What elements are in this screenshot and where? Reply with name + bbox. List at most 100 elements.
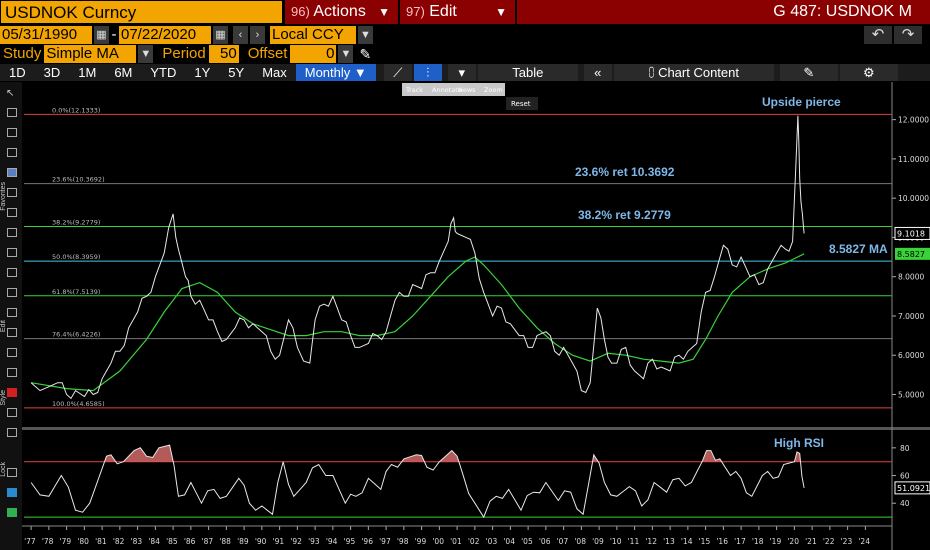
magnify-icon[interactable] (7, 308, 17, 317)
y-tick-label-6: 11.0000 (898, 155, 929, 164)
cursor-icon[interactable]: ↖ (6, 88, 15, 99)
offset-field[interactable]: 0 (290, 45, 337, 63)
x-tick-label-22: '99 (415, 537, 427, 546)
rsi-overbought-fill (24, 445, 805, 462)
trash-icon[interactable] (7, 348, 17, 357)
frequency-dropdown[interactable]: Monthly ▼ (295, 64, 376, 81)
panel-divider (22, 427, 930, 430)
x-tick-label-47: '24 (858, 537, 870, 546)
window-title: G 487: USDNOK M (515, 0, 930, 24)
line-style-icon[interactable] (7, 408, 17, 417)
date-separator: - (111, 26, 117, 43)
edit-menu[interactable]: 97) Edit ▼ (398, 0, 515, 24)
arrow-icon[interactable] (7, 208, 17, 217)
fib-active-icon[interactable] (7, 168, 17, 177)
end-calendar-icon[interactable]: ▦ (213, 25, 228, 44)
timeframe-6m[interactable]: 6M (114, 65, 133, 80)
y-tick-label-0: 5.0000 (898, 391, 924, 400)
pencil-tool-icon[interactable] (7, 288, 17, 297)
actions-number: 96) (291, 4, 310, 19)
y-tick-label-1: 6.0000 (898, 351, 924, 360)
last-price-label: 9.1018 (897, 229, 925, 238)
color-swatch-icon[interactable] (7, 388, 17, 397)
x-tick-label-18: '95 (344, 537, 356, 546)
x-tick-label-39: '16 (716, 537, 728, 546)
end-date-field[interactable]: 07/22/2020 (119, 25, 211, 44)
fib-label-2: 38.2%(9.2779) (52, 219, 100, 227)
period-field[interactable]: 50 (208, 45, 239, 63)
trendline-icon[interactable] (7, 108, 17, 117)
tool-menu-annotate: Annotate (432, 86, 462, 94)
x-tick-label-40: '17 (734, 537, 746, 546)
table-button[interactable]: Table (477, 64, 578, 81)
timeframe-3d[interactable]: 3D (43, 65, 61, 80)
fib-label-1: 23.6%(10.3692) (52, 176, 105, 184)
start-calendar-icon[interactable]: ▦ (94, 25, 109, 44)
x-tick-label-31: '08 (574, 537, 586, 546)
collapse-icon[interactable]: « (583, 64, 612, 81)
timeframe-1y[interactable]: 1Y (194, 65, 211, 80)
study-field[interactable]: Simple MA (44, 45, 137, 63)
redo-icon[interactable]: ↷ (894, 25, 922, 44)
x-tick-label-1: '78 (42, 537, 54, 546)
color-picker-icon[interactable] (7, 368, 17, 377)
last-ma-label: 8.5827 (897, 250, 925, 259)
eraser-icon[interactable] (7, 328, 17, 337)
timeframe-5y[interactable]: 5Y (228, 65, 245, 80)
date-range-bar: 05/31/1990 ▦ - 07/22/2020 ▦ ‹ › Local CC… (0, 25, 930, 44)
undo-icon[interactable]: ↶ (864, 25, 892, 44)
bar-chart-icon[interactable]: ⫶ (413, 64, 442, 81)
currency-field[interactable]: Local CCY (270, 25, 356, 44)
line-tool-icon[interactable] (7, 268, 17, 277)
edit-chart-icon[interactable]: ✎ (779, 64, 838, 81)
x-tick-label-0: '77 (24, 537, 36, 546)
x-tick-label-6: '83 (131, 537, 143, 546)
ellipse-icon[interactable] (7, 188, 17, 197)
timeframe-max[interactable]: Max (262, 65, 287, 80)
prev-period-icon[interactable]: ‹ (233, 25, 248, 44)
settings-gear-icon[interactable]: ⚙ (839, 64, 898, 81)
study-dropdown-icon[interactable]: ▼ (138, 45, 154, 63)
x-tick-label-23: '00 (432, 537, 444, 546)
currency-dropdown-icon[interactable]: ▼ (358, 25, 373, 44)
ticker-field[interactable]: USDNOK Curncy (0, 0, 283, 24)
tool-menu-news: News (458, 86, 476, 94)
actions-menu[interactable]: 96) Actions ▼ (283, 0, 398, 24)
next-period-icon[interactable]: › (250, 25, 265, 44)
x-tick-label-26: '03 (486, 537, 498, 546)
chart-type-dropdown-icon[interactable]: ▾ (447, 64, 476, 81)
reset-button: Reset (511, 100, 531, 108)
timeframe-1d[interactable]: 1D (9, 65, 26, 80)
x-tick-label-33: '10 (610, 537, 622, 546)
timeframe-1m[interactable]: 1M (78, 65, 97, 80)
rsi-last-badge (894, 481, 930, 495)
x-tick-label-9: '86 (184, 537, 196, 546)
pencil-icon[interactable]: ✎ (359, 45, 372, 62)
timeframe-ytd[interactable]: YTD (150, 65, 177, 80)
x-tick-label-42: '19 (770, 537, 782, 546)
chart-content-button[interactable]: ⩇ Chart Content (613, 64, 774, 81)
channel-icon[interactable] (7, 128, 17, 137)
refresh-icon[interactable] (7, 488, 17, 497)
x-tick-label-45: '22 (823, 537, 835, 546)
edit-label: Edit (429, 3, 457, 20)
tool-menu-track: Track (405, 86, 423, 94)
text-tool-icon[interactable] (7, 228, 17, 237)
line-width-icon[interactable] (7, 428, 17, 437)
actions-caret-icon: ▼ (378, 5, 390, 19)
line-chart-icon[interactable]: ⟋ (383, 64, 412, 81)
price-chart[interactable]: 0.0%(12.1333) 23.6%(10.3692) 38.2%(9.2779)… (22, 82, 930, 550)
tool-menu-zoom: Zoom (484, 86, 503, 94)
rectangle-icon[interactable] (7, 248, 17, 257)
y-tick-label-3: 8.0000 (898, 273, 924, 282)
tool-menu-background (402, 83, 505, 96)
edit-number: 97) (406, 4, 425, 19)
offset-dropdown-icon[interactable]: ▼ (338, 45, 354, 63)
chart-content-icon: ⩇ (648, 65, 659, 80)
fibonacci-icon[interactable] (7, 148, 17, 157)
layers-icon[interactable] (7, 508, 17, 517)
lock-icon[interactable] (7, 468, 17, 477)
x-tick-label-15: '92 (290, 537, 302, 546)
x-tick-label-8: '85 (166, 537, 178, 546)
start-date-field[interactable]: 05/31/1990 (0, 25, 92, 44)
